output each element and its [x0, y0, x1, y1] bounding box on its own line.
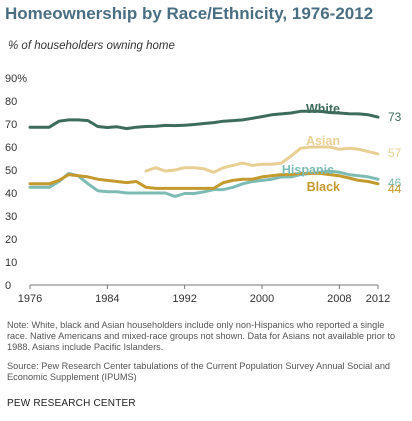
- y-tick-label: 0: [5, 280, 11, 292]
- y-tick-label: 60: [5, 142, 17, 154]
- y-tick-label: 90%: [5, 73, 27, 85]
- x-tick-label: 2000: [250, 293, 274, 305]
- x-tick-label: 2012: [366, 293, 390, 305]
- end-value-label-white: 73: [388, 110, 402, 124]
- y-tick-label: 70: [5, 119, 17, 131]
- end-value-label-black: 44: [388, 182, 402, 196]
- end-value-label-hispanic: 46: [388, 176, 402, 190]
- y-tick-label: 30: [5, 211, 17, 223]
- y-tick-label: 50: [5, 165, 17, 177]
- x-tick-label: 1992: [172, 293, 196, 305]
- y-tick-label: 20: [5, 234, 17, 246]
- end-value-label-asian: 57: [388, 146, 402, 160]
- series-label-white: White: [306, 102, 340, 116]
- series-line-black: [28, 171, 380, 190]
- series-label-black: Black: [307, 180, 340, 194]
- chart-source: Source: Pew Research Center tabulations …: [7, 361, 391, 382]
- series-line-white: [28, 109, 380, 131]
- series-label-hispanic: Hispanic: [282, 163, 334, 177]
- y-tick-label: 10: [5, 257, 17, 269]
- x-tick-label: 1976: [18, 293, 42, 305]
- x-tick-label: 2008: [327, 293, 351, 305]
- y-tick-label: 80: [5, 96, 17, 108]
- credit-line: PEW RESEARCH CENTER: [7, 398, 136, 409]
- chart-note: Note: White, black and Asian householder…: [7, 320, 396, 352]
- y-tick-label: 40: [5, 188, 17, 200]
- series-label-asian: Asian: [306, 134, 340, 148]
- chart-title: Homeownership by Race/Ethnicity, 1976-20…: [5, 4, 374, 23]
- chart-subtitle: % of householders owning home: [8, 40, 175, 52]
- x-tick-label: 1984: [95, 293, 119, 305]
- series-line-asian: [144, 145, 380, 174]
